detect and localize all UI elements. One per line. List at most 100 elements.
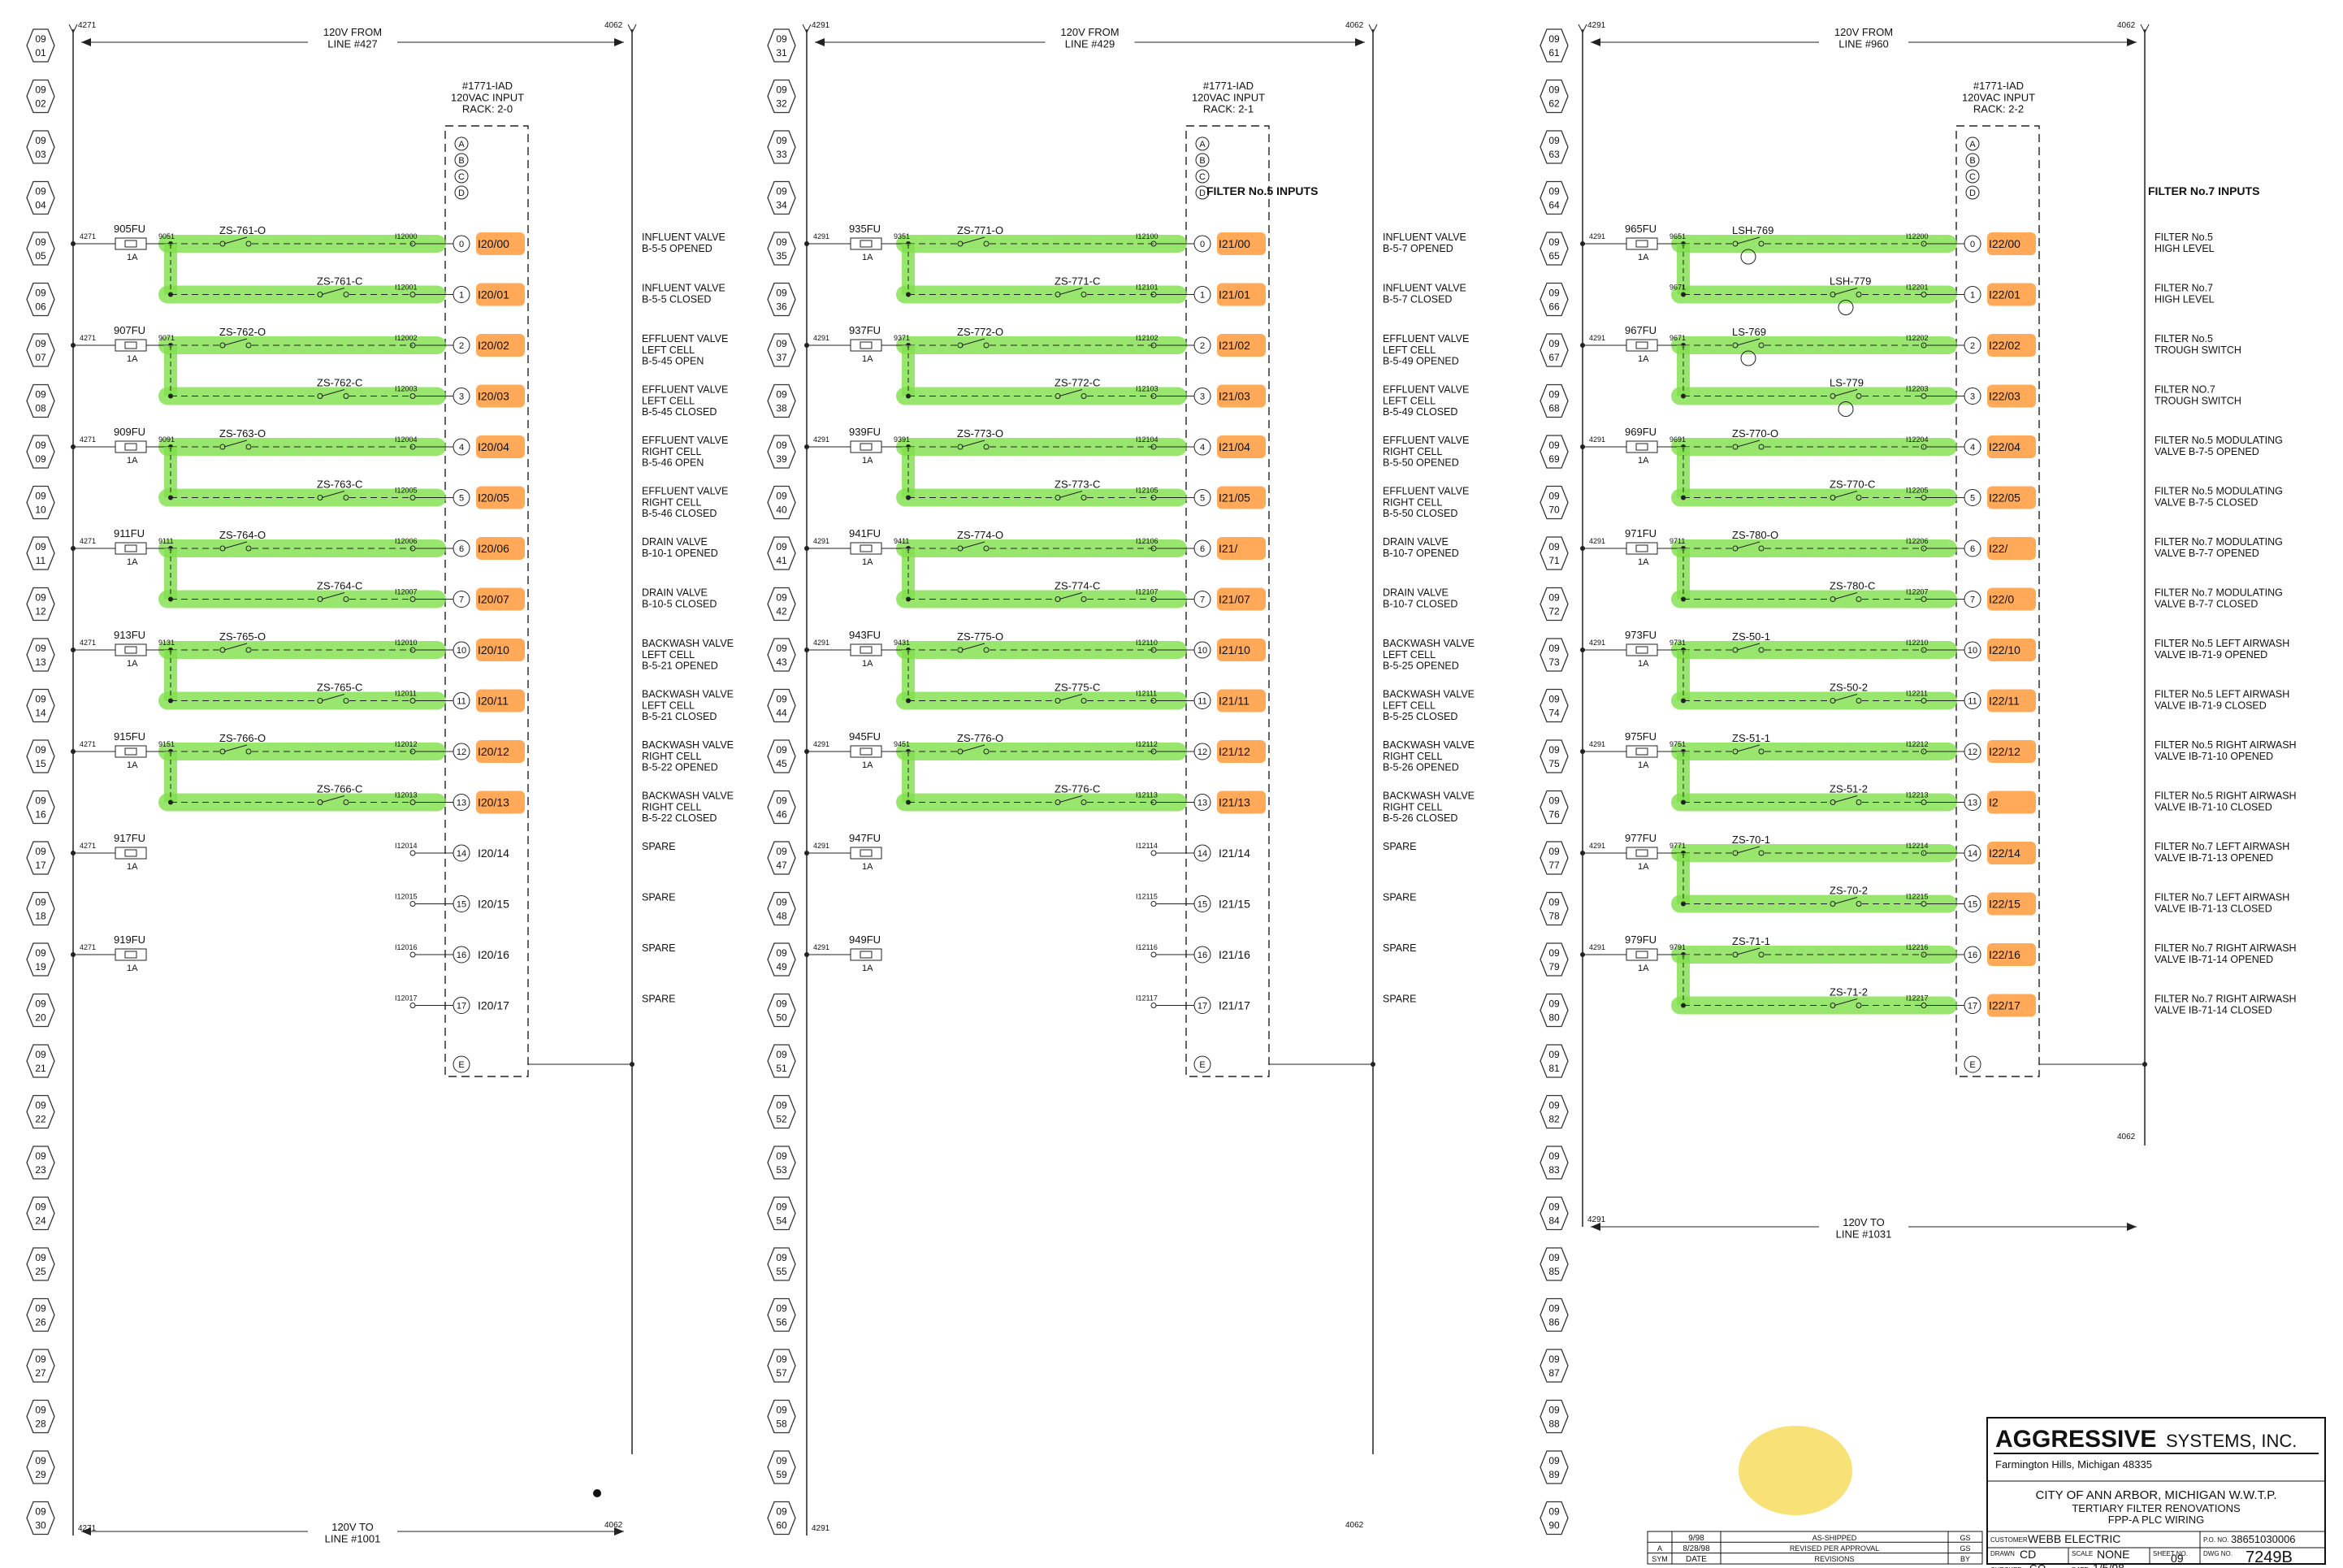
input-terminal-number: 11 bbox=[1197, 697, 1206, 707]
input-terminal bbox=[1964, 388, 1981, 405]
rung-hex bbox=[767, 383, 796, 418]
wire-number: 4271 bbox=[80, 842, 96, 850]
input-row: ZS-763-C I12005 5 I20/05 EFFLUENT VALVE RIGHT… bbox=[158, 447, 728, 519]
plc-address: I22/01 bbox=[1989, 288, 2020, 301]
input-terminal-number: 16 bbox=[1197, 951, 1207, 960]
plc-address: I22/17 bbox=[1989, 999, 2020, 1012]
input-row: 941FU 1A 4291 9411 ZS-774-O I12106 6 I21/DRAIN … bbox=[804, 527, 1459, 567]
input-terminal-number: 14 bbox=[457, 849, 466, 859]
input-row: 973FU 1A 4291 9731 ZS-50-1 I12210 10 I22/10 FILT… bbox=[1580, 629, 2289, 669]
io-address: I12214 bbox=[1906, 842, 1929, 850]
company-location: Farmington Hills, Michigan 48335 bbox=[1995, 1458, 2152, 1471]
rung-hex bbox=[1540, 942, 1569, 977]
switch-tag: ZS-771-O bbox=[957, 224, 1003, 236]
wire-number: 9691 bbox=[1670, 435, 1686, 444]
rung-sheet: 09 bbox=[776, 998, 787, 1010]
rung-sheet: 09 bbox=[35, 998, 46, 1010]
module-terminal-letter: E bbox=[1969, 1060, 1975, 1070]
switch-blade bbox=[1059, 592, 1083, 600]
module-terminal-A bbox=[1965, 136, 1980, 151]
rung-number: 30 bbox=[35, 1520, 46, 1531]
orange-highlight bbox=[476, 486, 525, 509]
fuse-rating: 1A bbox=[127, 456, 138, 466]
wire-number: 4291 bbox=[813, 842, 829, 850]
rung-number: 72 bbox=[1548, 606, 1560, 617]
rung-hex bbox=[1540, 435, 1569, 469]
input-description: EFFLUENT VALVE LEFT CELL B-5-45 CLOSED bbox=[642, 384, 728, 418]
wire-number: 4291 bbox=[813, 639, 829, 647]
input-terminal-number: 12 bbox=[457, 747, 466, 757]
field-label: SCALE bbox=[2072, 1550, 2093, 1557]
feed-arrow bbox=[81, 38, 91, 46]
input-terminal-number: 14 bbox=[1968, 849, 1977, 859]
wire-number: 4291 bbox=[1589, 740, 1605, 748]
revision-date: 9/98 bbox=[1688, 1534, 1704, 1543]
rung-hex bbox=[767, 1450, 796, 1484]
fuse-symbol bbox=[115, 847, 147, 860]
wire-number: 4062 bbox=[604, 1521, 623, 1530]
input-row: 979FU 1A 4291 9791 ZS-71-1 I12216 16 I22/16 FILT… bbox=[1580, 933, 2297, 973]
plc-address: I20/06 bbox=[478, 542, 509, 555]
input-terminal bbox=[1964, 489, 1981, 506]
stain-mark bbox=[1739, 1426, 1852, 1515]
input-terminal-number: 7 bbox=[1970, 596, 1975, 605]
fuse-label: 977FU bbox=[1625, 832, 1657, 844]
fuse-rating: 1A bbox=[1638, 964, 1649, 973]
input-terminal bbox=[1964, 286, 1981, 303]
plc-address: I22/10 bbox=[1989, 643, 2020, 656]
switch-blade bbox=[1736, 643, 1760, 651]
input-description: DRAIN VALVE B-10-7 OPENED bbox=[1383, 536, 1459, 559]
plc-address: I22/03 bbox=[1989, 390, 2020, 403]
input-terminal-number: 4 bbox=[459, 443, 464, 453]
switch-tag: ZS-761-C bbox=[317, 275, 362, 288]
junction-dot bbox=[1580, 241, 1585, 246]
sheet-number: 09 bbox=[2171, 1552, 2184, 1565]
company-suffix: SYSTEMS, INC. bbox=[2166, 1431, 2297, 1451]
rung-sheet: 09 bbox=[1548, 33, 1560, 45]
rung-hex bbox=[767, 1501, 796, 1536]
rung-hex bbox=[26, 891, 55, 926]
input-description: DRAIN VALVE B-10-1 OPENED bbox=[642, 536, 718, 559]
switch-contact bbox=[245, 545, 252, 552]
rung-hex bbox=[26, 1501, 55, 1536]
switch-contact bbox=[245, 444, 252, 450]
fuse-symbol bbox=[115, 643, 147, 656]
rung-number: 49 bbox=[776, 961, 787, 972]
rung-sheet: 09 bbox=[776, 338, 787, 349]
switch-contact bbox=[1081, 393, 1087, 399]
input-row: 905FU 1A 4271 9051 ZS-761-O I12000 0 I20/00 INFL… bbox=[71, 223, 725, 262]
switch-tag: ZS-772-C bbox=[1055, 377, 1100, 389]
wire-number: 9651 bbox=[1670, 232, 1686, 240]
input-terminal-number: 5 bbox=[1200, 494, 1205, 504]
module-terminal-B bbox=[1195, 153, 1210, 167]
rung-number: 35 bbox=[776, 250, 787, 262]
input-row: ZS-765-C I12011 11 I20/11 BACKWASH VALVE LEFT… bbox=[158, 650, 734, 722]
switch-blade bbox=[1736, 440, 1760, 448]
module-terminal-E bbox=[453, 1055, 470, 1073]
switch-tag: ZS-770-C bbox=[1830, 479, 1875, 491]
wire-number: 4271 bbox=[80, 943, 96, 951]
plc-address: I22/11 bbox=[1989, 695, 2020, 708]
input-description: SPARE bbox=[642, 841, 675, 852]
switch-contact bbox=[1758, 545, 1765, 552]
input-row: 943FU 1A 4291 9431 ZS-775-O I12110 10 I21/10 BAC… bbox=[804, 629, 1475, 672]
module-terminal-D bbox=[1965, 185, 1980, 200]
input-row: ZS-71-2 I12217 17 I22/17 FILTER No.7 RIGHT A… bbox=[1671, 955, 2297, 1017]
module-terminal-letter: C bbox=[458, 172, 465, 182]
input-row: 969FU 1A 4291 9691 ZS-770-O I12204 4 I22/04 FILT… bbox=[1580, 426, 2283, 466]
switch-contact bbox=[343, 799, 349, 805]
io-address: I12217 bbox=[1906, 994, 1929, 1003]
input-terminal-number: 7 bbox=[1200, 596, 1205, 605]
rung-hex bbox=[767, 790, 796, 825]
